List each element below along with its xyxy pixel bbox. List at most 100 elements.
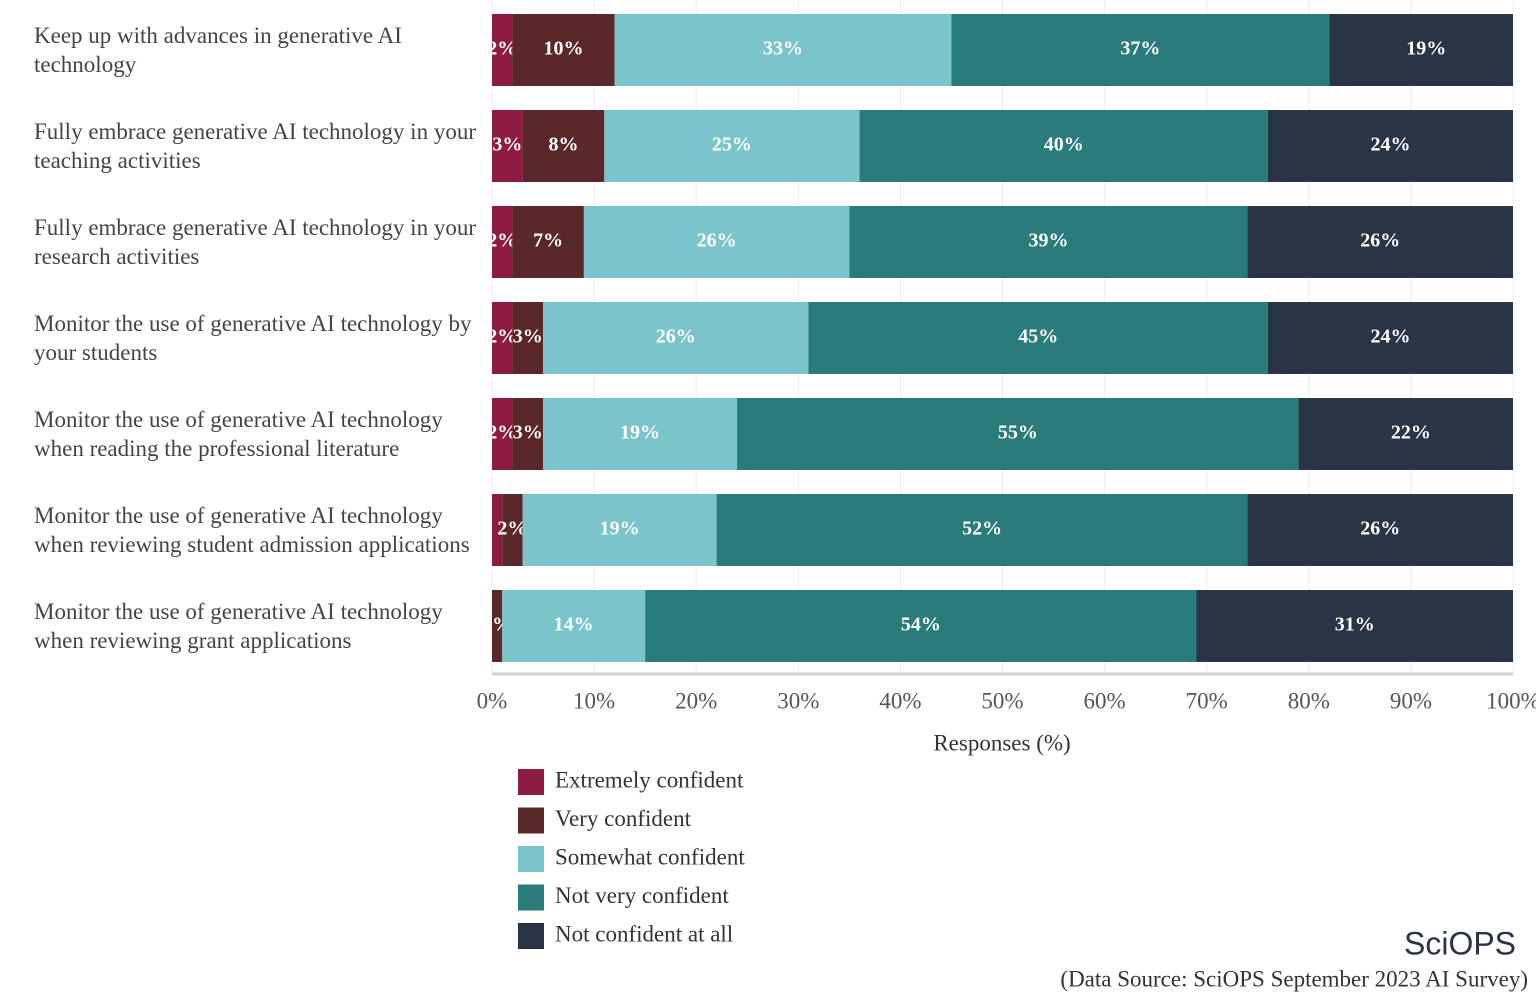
value-label: 40% bbox=[1044, 134, 1084, 156]
value-label: 10% bbox=[543, 38, 583, 60]
value-label: 26% bbox=[1360, 230, 1400, 252]
bar-segment bbox=[849, 206, 1248, 278]
value-label: 19% bbox=[620, 422, 660, 444]
value-label: 2% bbox=[487, 326, 517, 348]
x-tick-label: 20% bbox=[675, 688, 717, 713]
legend-swatch bbox=[518, 769, 544, 795]
x-tick-label: 0% bbox=[477, 688, 508, 713]
x-tick-label: 80% bbox=[1288, 688, 1330, 713]
bars: 2% 10% 33% 37% 19% 3% 8% 25% 40% 24% 2% 7% 26% 39% 26%… bbox=[487, 14, 1513, 662]
x-tick-label: 30% bbox=[777, 688, 819, 713]
legend-label: Very confident bbox=[555, 806, 692, 831]
bar-segment bbox=[716, 494, 1248, 566]
bar-segment bbox=[1247, 206, 1513, 278]
value-label: 31% bbox=[1335, 614, 1375, 636]
bar-segment bbox=[502, 494, 523, 566]
bar-segment bbox=[492, 206, 513, 278]
value-label: 2% bbox=[487, 422, 517, 444]
value-label: 33% bbox=[763, 38, 803, 60]
bar-segment bbox=[492, 398, 513, 470]
category-label: Fully embrace generative AI technology i… bbox=[34, 119, 476, 173]
value-label: 37% bbox=[1120, 38, 1160, 60]
x-tick-label: 60% bbox=[1084, 688, 1126, 713]
value-label: 25% bbox=[712, 134, 752, 156]
bar-segment bbox=[512, 206, 584, 278]
legend-swatch bbox=[518, 846, 544, 872]
x-tick-label: 70% bbox=[1186, 688, 1228, 713]
legend-label: Somewhat confident bbox=[555, 844, 745, 869]
value-label: 26% bbox=[656, 326, 696, 348]
category-label: Monitor the use of generative AI technol… bbox=[34, 599, 443, 653]
bar-segment bbox=[951, 14, 1330, 86]
x-tick-label: 100% bbox=[1486, 688, 1536, 713]
value-label: 2% bbox=[487, 230, 517, 252]
bar-segment bbox=[583, 206, 850, 278]
bar-segment bbox=[512, 302, 544, 374]
bar-segment bbox=[1329, 14, 1513, 86]
category-label: Keep up with advances in generative AI t… bbox=[34, 23, 402, 77]
value-label: 24% bbox=[1370, 134, 1410, 156]
x-tick-label: 90% bbox=[1390, 688, 1432, 713]
value-label: 52% bbox=[962, 518, 1002, 540]
bar-segment bbox=[543, 302, 809, 374]
bar-segment bbox=[737, 398, 1299, 470]
bar-segment bbox=[1298, 398, 1513, 470]
value-label: 2% bbox=[487, 38, 517, 60]
category-label: Monitor the use of generative AI technol… bbox=[34, 503, 470, 557]
value-label: 55% bbox=[998, 422, 1038, 444]
bar-segment bbox=[1267, 110, 1513, 182]
bar-segment bbox=[492, 590, 503, 662]
legend-swatch bbox=[518, 884, 544, 911]
value-label: 7% bbox=[533, 230, 563, 252]
bar-segment bbox=[614, 14, 952, 86]
legend-swatch bbox=[518, 807, 544, 834]
bar-segment bbox=[492, 110, 523, 182]
bar-segment bbox=[1196, 590, 1513, 662]
value-label: 3% bbox=[513, 326, 543, 348]
bar-segment bbox=[522, 110, 605, 182]
value-label: 22% bbox=[1391, 422, 1431, 444]
value-label: 2% bbox=[497, 518, 527, 540]
value-label: 39% bbox=[1028, 230, 1068, 252]
value-label: 26% bbox=[1360, 518, 1400, 540]
legend-label: Not very confident bbox=[555, 883, 729, 908]
value-label: 8% bbox=[548, 134, 578, 156]
category-label: Monitor the use of generative AI technol… bbox=[34, 311, 472, 365]
bar-segment bbox=[1247, 494, 1513, 566]
bar-segment bbox=[492, 302, 513, 374]
x-tick-label: 40% bbox=[879, 688, 921, 713]
value-label: 54% bbox=[901, 614, 941, 636]
value-label: 3% bbox=[513, 422, 543, 444]
bar-segment bbox=[512, 398, 544, 470]
bar-segment bbox=[512, 14, 615, 86]
category-label: Monitor the use of generative AI technol… bbox=[34, 407, 443, 461]
legend-swatch bbox=[518, 923, 544, 949]
bar-segment bbox=[522, 494, 717, 566]
bar-segment bbox=[492, 494, 503, 566]
legend-label: Not confident at all bbox=[555, 921, 733, 946]
value-label: 3% bbox=[492, 134, 522, 156]
x-axis-label: Responses (%) bbox=[933, 730, 1070, 755]
value-label: 14% bbox=[554, 614, 594, 636]
source: (Data Source: SciOPS September 2023 AI S… bbox=[1060, 966, 1528, 991]
logo: SciOPS bbox=[1404, 925, 1516, 961]
legend-label: Extremely confident bbox=[555, 767, 744, 792]
value-label: 19% bbox=[600, 518, 640, 540]
bar-segment bbox=[1267, 302, 1513, 374]
bar-segment bbox=[859, 110, 1268, 182]
value-label: 45% bbox=[1018, 326, 1058, 348]
bar-segment bbox=[808, 302, 1268, 374]
category-label: Fully embrace generative AI technology i… bbox=[34, 215, 476, 269]
value-label: 19% bbox=[1406, 38, 1446, 60]
bar-segment bbox=[543, 398, 738, 470]
bar-segment bbox=[645, 590, 1197, 662]
bar-segment bbox=[502, 590, 646, 662]
bar-segment bbox=[492, 14, 513, 86]
value-label: 26% bbox=[697, 230, 737, 252]
x-tick-label: 50% bbox=[981, 688, 1023, 713]
value-label: 24% bbox=[1370, 326, 1410, 348]
x-tick-label: 10% bbox=[573, 688, 615, 713]
bar-segment bbox=[604, 110, 860, 182]
